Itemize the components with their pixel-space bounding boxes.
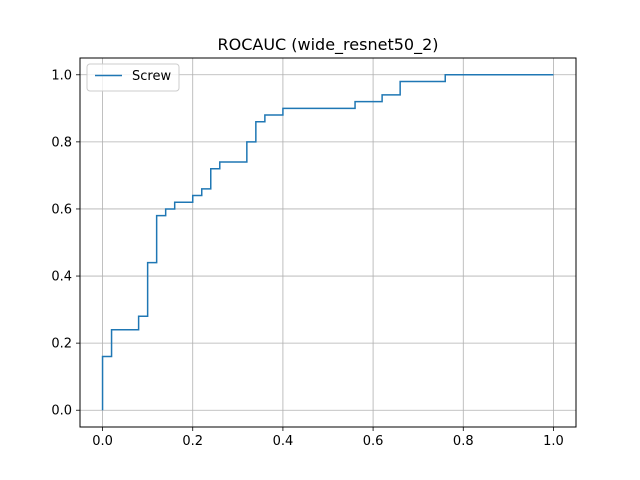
grid — [80, 58, 576, 427]
y-tick-label: 0.6 — [51, 202, 72, 217]
series-layer — [101, 74, 554, 411]
x-axis: 0.0 0.2 0.4 0.6 0.8 1.0 — [92, 427, 564, 449]
y-tick-label: 0.4 — [51, 270, 72, 285]
chart-title: ROCAUC (wide_resnet50_2) — [217, 35, 438, 55]
x-tick-label: 0.2 — [182, 434, 203, 449]
y-tick-label: 1.0 — [51, 68, 72, 83]
x-tick-label: 1.0 — [543, 434, 564, 449]
x-tick-label: 0.0 — [92, 434, 113, 449]
legend-label: Screw — [132, 69, 171, 84]
y-tick-label: 0.0 — [51, 404, 72, 419]
y-tick-label: 0.8 — [51, 135, 72, 150]
x-tick-label: 0.8 — [453, 434, 474, 449]
y-axis: 0.0 0.2 0.4 0.6 0.8 1.0 — [51, 68, 80, 419]
legend-box — [86, 63, 180, 92]
x-tick-label: 0.6 — [363, 434, 384, 449]
plot-frame — [79, 57, 577, 428]
series-line-screw — [101, 74, 554, 411]
y-tick-label: 0.2 — [51, 337, 72, 352]
legend: Screw — [86, 63, 180, 92]
x-tick-label: 0.4 — [273, 434, 294, 449]
